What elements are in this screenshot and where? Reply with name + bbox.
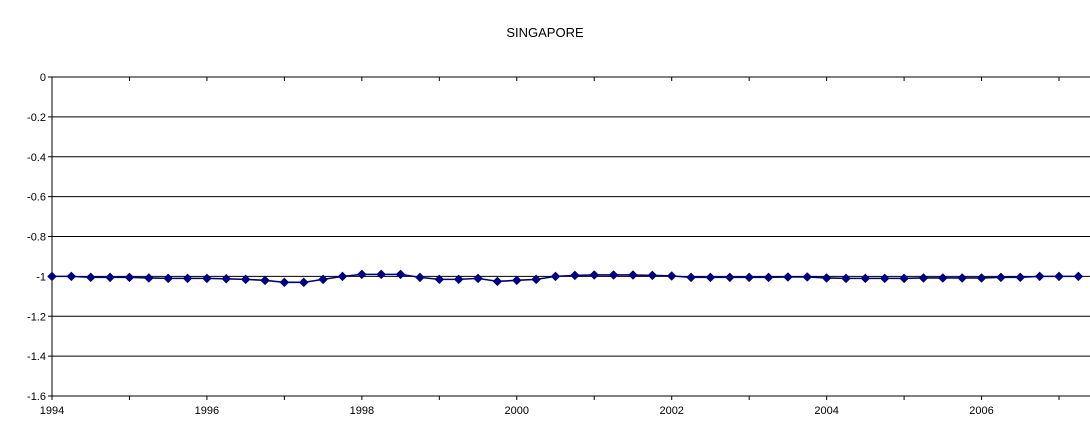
data-point bbox=[415, 272, 425, 283]
data-point bbox=[163, 273, 174, 284]
data-point bbox=[763, 272, 774, 283]
data-point bbox=[608, 270, 619, 280]
data-point bbox=[570, 270, 580, 281]
data-point bbox=[628, 270, 638, 280]
data-point bbox=[647, 270, 658, 281]
data-point bbox=[202, 273, 212, 284]
y-tick-label: -1.2 bbox=[27, 311, 46, 323]
data-point bbox=[531, 274, 541, 285]
x-tick-label: 2004 bbox=[814, 405, 838, 417]
data-point bbox=[918, 273, 929, 283]
y-axis-ticks: 0 -0.2 -0.4 -0.6 -0.8 -1 -1.2 -1.4 -1.6 bbox=[27, 72, 52, 403]
data-point bbox=[937, 273, 948, 283]
data-point bbox=[376, 269, 387, 280]
data-point bbox=[1034, 271, 1045, 282]
data-point bbox=[279, 277, 290, 288]
data-point bbox=[1073, 271, 1084, 282]
data-point bbox=[705, 272, 716, 283]
data-point bbox=[85, 272, 96, 283]
data-point bbox=[318, 274, 328, 285]
data-point bbox=[744, 272, 755, 283]
x-tick-label: 2000 bbox=[505, 405, 529, 417]
data-point bbox=[511, 275, 522, 286]
data-point bbox=[453, 274, 464, 285]
data-point bbox=[221, 273, 232, 284]
data-point bbox=[182, 273, 193, 284]
data-point bbox=[143, 273, 154, 283]
data-point bbox=[666, 271, 677, 281]
data-point bbox=[783, 272, 793, 282]
x-tick-label: 1996 bbox=[195, 405, 219, 417]
y-tick-label: -0.2 bbox=[27, 112, 46, 124]
x-tick-label: 2006 bbox=[969, 405, 993, 417]
data-point bbox=[550, 271, 561, 282]
series bbox=[47, 269, 1084, 288]
data-point bbox=[356, 269, 367, 280]
x-tick-label: 2002 bbox=[659, 405, 683, 417]
data-point bbox=[260, 275, 270, 286]
data-point bbox=[47, 271, 57, 282]
data-point bbox=[686, 272, 696, 283]
y-tick-label: -0.8 bbox=[27, 232, 46, 244]
x-tick-label: 1994 bbox=[40, 405, 64, 417]
data-point bbox=[1054, 271, 1064, 282]
data-point bbox=[860, 273, 871, 284]
chart-title: SINGAPORE bbox=[506, 25, 584, 40]
data-point bbox=[492, 276, 503, 287]
data-point bbox=[124, 272, 135, 283]
gridlines bbox=[52, 76, 1090, 397]
data-point bbox=[395, 269, 406, 280]
data-point bbox=[240, 274, 251, 285]
y-tick-label: -1.4 bbox=[27, 351, 46, 363]
y-tick-label: -0.4 bbox=[27, 152, 46, 164]
data-point bbox=[821, 273, 832, 283]
data-point bbox=[899, 273, 909, 284]
y-tick-label: -1 bbox=[36, 271, 46, 283]
data-point bbox=[337, 271, 348, 282]
data-point bbox=[589, 270, 600, 280]
data-point bbox=[996, 272, 1006, 283]
data-point bbox=[298, 277, 309, 288]
data-point bbox=[105, 272, 115, 283]
data-point bbox=[841, 273, 851, 284]
x-tick-label: 1998 bbox=[350, 405, 374, 417]
y-tick-label: -0.6 bbox=[27, 192, 46, 204]
data-point bbox=[473, 273, 483, 284]
data-point bbox=[976, 273, 987, 283]
data-point bbox=[1015, 272, 1026, 283]
y-tick-label: -1.6 bbox=[27, 391, 46, 403]
data-point bbox=[66, 271, 77, 282]
data-point bbox=[724, 272, 735, 283]
y-tick-label: 0 bbox=[40, 72, 46, 84]
data-point bbox=[434, 274, 445, 285]
data-point bbox=[879, 273, 890, 284]
data-point bbox=[957, 273, 968, 283]
data-point bbox=[802, 272, 813, 282]
x-axis-ticks: 1994 1996 1998 2000 2002 2004 2006 bbox=[40, 77, 1060, 417]
